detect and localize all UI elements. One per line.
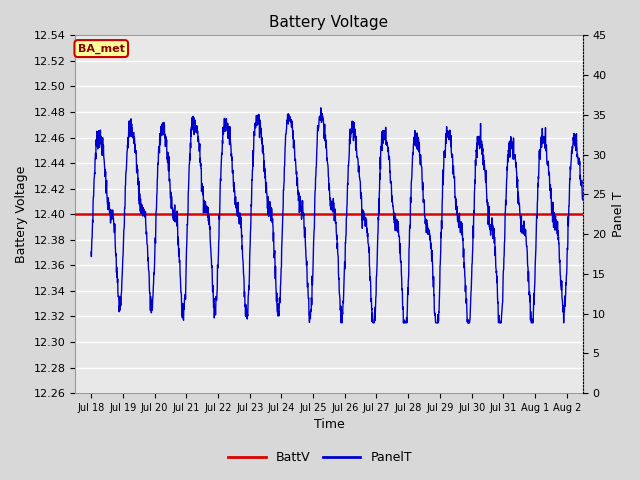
Y-axis label: Battery Voltage: Battery Voltage — [15, 166, 28, 263]
Title: Battery Voltage: Battery Voltage — [269, 15, 388, 30]
Text: BA_met: BA_met — [78, 43, 125, 54]
Y-axis label: Panel T: Panel T — [612, 192, 625, 237]
Legend: BattV, PanelT: BattV, PanelT — [223, 446, 417, 469]
X-axis label: Time: Time — [314, 419, 344, 432]
